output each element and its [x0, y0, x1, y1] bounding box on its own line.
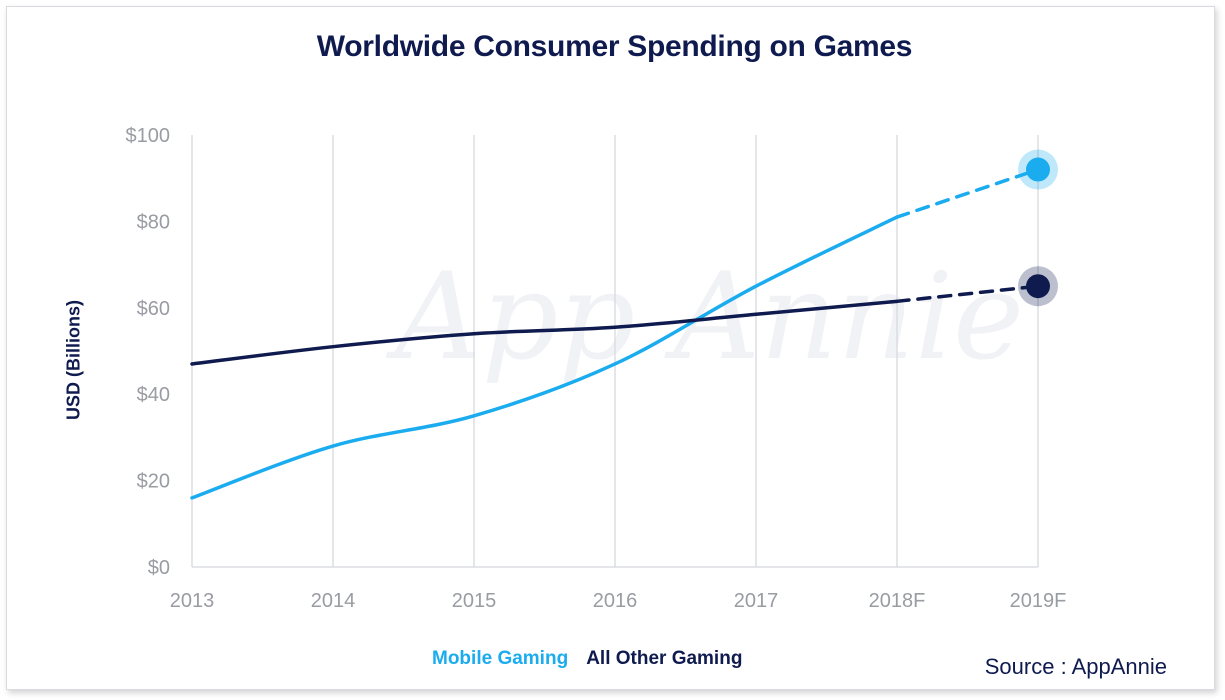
chart-title: Worldwide Consumer Spending on Games: [316, 30, 913, 63]
legend-all-other-gaming: All Other Gaming: [586, 648, 743, 669]
y-tick-0: $0: [148, 557, 170, 579]
legend: Mobile Gaming All Other Gaming: [432, 648, 742, 670]
y-tick-40: $40: [137, 384, 170, 406]
series-line-mobile-gaming: [190, 215, 899, 500]
y-tick-80: $80: [137, 211, 170, 233]
y-tick-20: $20: [137, 471, 170, 493]
y-tick-60: $60: [137, 298, 170, 320]
x-tick-2017: 2017: [734, 590, 779, 612]
chart-frame: [6, 6, 1215, 690]
marker-point-mobile-gaming: [1026, 157, 1050, 182]
x-tick-2016: 2016: [593, 590, 638, 612]
x-tick-2014: 2014: [311, 590, 356, 612]
series-forecast-all-other-gaming: [895, 284, 1040, 304]
legend-mobile-gaming: Mobile Gaming: [432, 648, 569, 669]
source-note: Source : AppAnnie: [984, 654, 1167, 679]
series-line-all-other-gaming: [190, 299, 899, 366]
x-tick-2013: 2013: [170, 590, 215, 612]
series-forecast-mobile-gaming: [895, 167, 1040, 219]
x-tick-2019F: 2019F: [1010, 590, 1067, 612]
marker-point-all-other-gaming: [1026, 274, 1050, 299]
y-tick-100: $100: [126, 125, 171, 147]
x-tick-2018F: 2018F: [869, 590, 926, 612]
x-tick-2015: 2015: [452, 590, 497, 612]
